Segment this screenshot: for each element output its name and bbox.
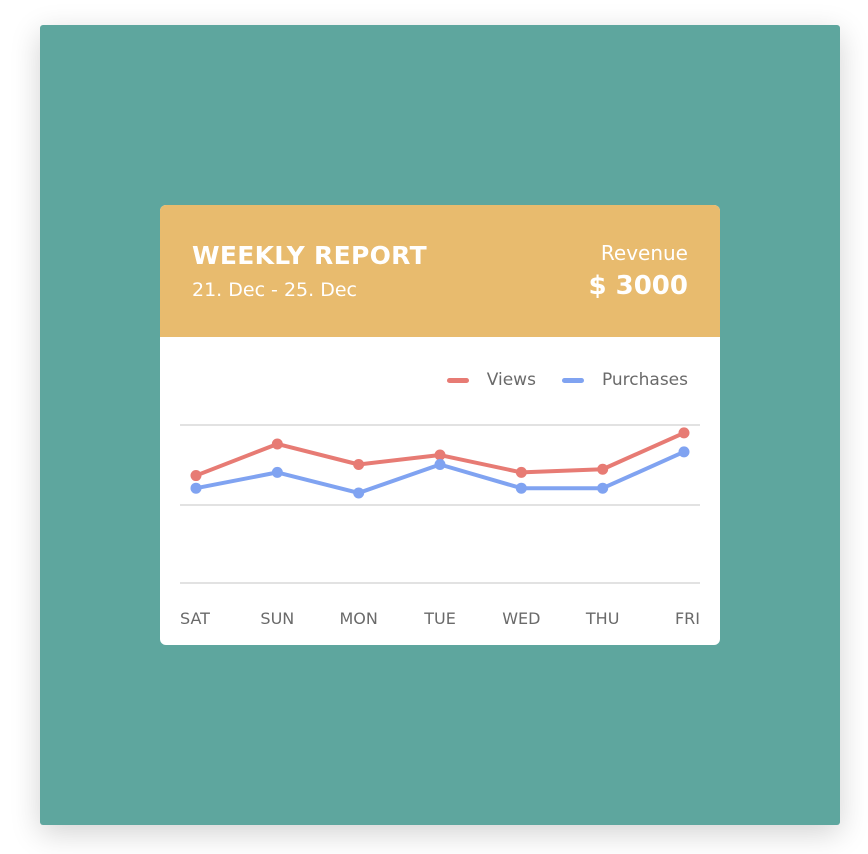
- legend-item-views: Views: [446, 370, 536, 390]
- report-title: WEEKLY REPORT: [192, 241, 427, 270]
- x-tick-label: SAT: [180, 609, 210, 628]
- data-point-views-wed: [515, 466, 527, 478]
- chart-legend: Views Purchases: [446, 370, 688, 390]
- data-point-purchases-fri: [678, 446, 690, 458]
- data-point-purchases-tue: [434, 459, 446, 470]
- data-point-views-tue: [434, 449, 446, 461]
- x-tick-label: WED: [502, 609, 540, 628]
- data-point-views-thu: [597, 463, 609, 475]
- revenue-value: $ 3000: [588, 271, 688, 301]
- data-point-purchases-thu: [597, 482, 609, 494]
- data-point-views-sat: [190, 470, 202, 482]
- legend-label-views: Views: [486, 370, 536, 390]
- x-tick-label: TUE: [423, 609, 456, 628]
- card-header: WEEKLY REPORT 21. Dec - 25. Dec Revenue …: [160, 205, 720, 337]
- data-point-views-mon: [353, 459, 365, 470]
- data-point-views-fri: [678, 427, 690, 439]
- legend-item-purchases: Purchases: [561, 370, 688, 390]
- x-tick-label: MON: [339, 609, 377, 628]
- data-point-purchases-mon: [353, 487, 365, 499]
- x-tick-label: SUN: [260, 609, 294, 628]
- purchases-swatch-icon: [561, 377, 584, 383]
- views-swatch-icon: [446, 377, 469, 383]
- data-point-purchases-wed: [515, 482, 527, 494]
- data-point-views-sun: [271, 438, 283, 450]
- x-tick-label: FRI: [675, 609, 700, 628]
- legend-label-purchases: Purchases: [601, 370, 688, 390]
- data-point-purchases-sun: [271, 466, 283, 478]
- data-point-purchases-sat: [190, 482, 202, 494]
- x-tick-label: THU: [585, 609, 620, 628]
- line-chart: SAT SUN MON TUE WED THU FRI: [180, 424, 700, 628]
- date-range: 21. Dec - 25. Dec: [192, 279, 357, 301]
- weekly-report-card: WEEKLY REPORT 21. Dec - 25. Dec Revenue …: [160, 205, 720, 645]
- revenue-label: Revenue: [600, 241, 688, 265]
